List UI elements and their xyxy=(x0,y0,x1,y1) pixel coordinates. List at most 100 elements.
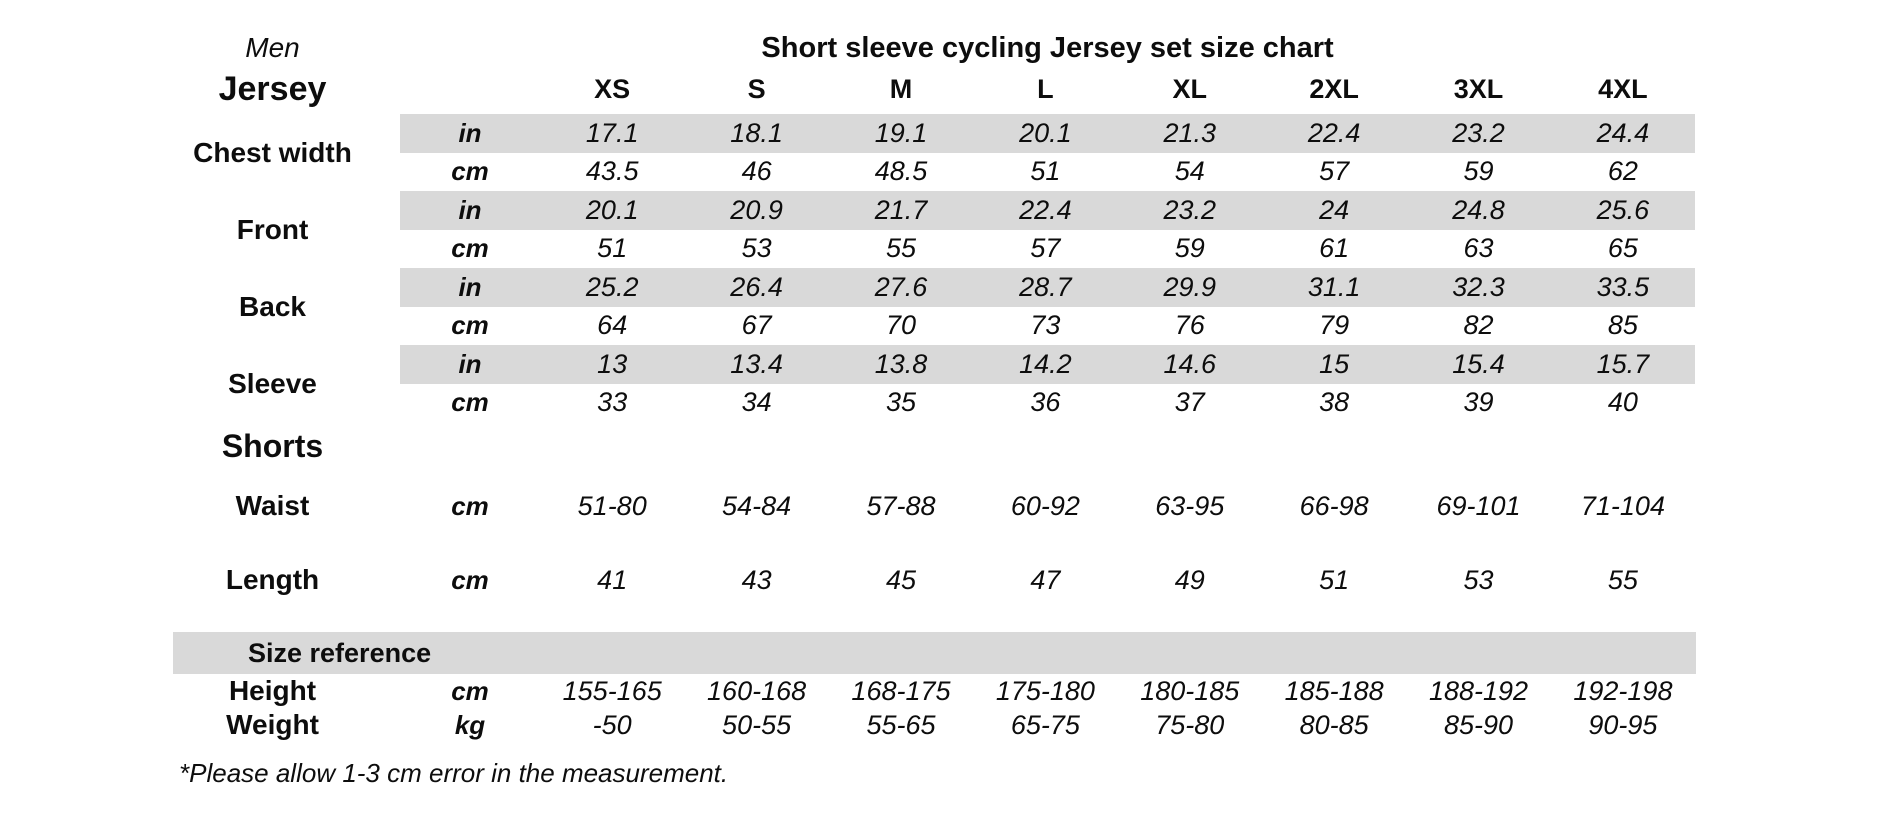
unit-cell: cm xyxy=(451,156,489,187)
value-cell: 40 xyxy=(1607,387,1638,418)
gender-label: Men xyxy=(245,32,300,63)
size-reference-band: Size reference xyxy=(173,632,1696,674)
value-cell: 15.4 xyxy=(1406,345,1551,384)
size-header-3xl: 3XL xyxy=(1453,73,1504,104)
value-cell: 180-185 xyxy=(1140,675,1240,706)
value-cell: 46 xyxy=(741,156,772,187)
value-cell: 160-168 xyxy=(707,675,807,706)
value-cell: 45 xyxy=(885,564,916,595)
value-cell: 17.1 xyxy=(540,114,685,153)
value-cell: 54 xyxy=(1174,156,1205,187)
value-cell: 32.3 xyxy=(1406,268,1551,307)
size-header-m: M xyxy=(889,73,913,104)
value-cell: 18.1 xyxy=(684,114,829,153)
value-cell: 26.4 xyxy=(684,268,829,307)
value-cell: 59 xyxy=(1174,233,1205,264)
value-cell: 79 xyxy=(1319,310,1350,341)
size-header-4xl: 4XL xyxy=(1598,73,1648,104)
value-cell: 15.7 xyxy=(1550,345,1696,384)
unit-cell: in xyxy=(400,114,540,153)
row-label: Height xyxy=(228,675,317,706)
value-cell: 21.7 xyxy=(828,191,974,230)
value-cell: 90-95 xyxy=(1588,709,1658,740)
empty-unit-header xyxy=(400,66,540,112)
value-cell: 37 xyxy=(1174,387,1205,418)
value-cell: 55-65 xyxy=(866,709,936,740)
value-cell: 85-90 xyxy=(1444,709,1514,740)
value-cell: 57 xyxy=(1319,156,1350,187)
value-cell: 27.6 xyxy=(828,268,974,307)
value-cell: 22.4 xyxy=(1261,114,1407,153)
row-label: Waist xyxy=(235,490,310,521)
row-label: Chest width xyxy=(193,136,352,168)
value-cell: 41 xyxy=(597,564,628,595)
value-cell: 82 xyxy=(1463,310,1494,341)
value-cell: 51 xyxy=(1030,156,1061,187)
value-cell: 59 xyxy=(1463,156,1494,187)
value-cell: 51-80 xyxy=(577,490,647,521)
value-cell: 21.3 xyxy=(1117,114,1262,153)
shorts-row-length: Length cm 41 43 45 47 49 51 53 55 xyxy=(145,542,1696,618)
measurement-group-front: Front in 20.1 20.9 21.7 22.4 23.2 24 24.… xyxy=(145,191,1696,268)
value-cell: 55 xyxy=(885,233,916,264)
value-cell: 24.8 xyxy=(1406,191,1551,230)
value-cell: 76 xyxy=(1174,310,1205,341)
value-cell: 49 xyxy=(1174,564,1205,595)
value-cell: 70 xyxy=(885,310,916,341)
reference-row-weight: Weight kg -50 50-55 55-65 65-75 75-80 80… xyxy=(145,708,1696,742)
value-cell: 35 xyxy=(885,387,916,418)
value-cell: 13.8 xyxy=(828,345,974,384)
unit-cell: cm xyxy=(451,310,489,341)
value-cell: 14.6 xyxy=(1117,345,1262,384)
unit-cell: in xyxy=(400,268,540,307)
value-cell: 192-198 xyxy=(1573,675,1673,706)
value-cell: 19.1 xyxy=(828,114,974,153)
value-cell: 53 xyxy=(741,233,772,264)
measurement-footnote: *Please allow 1-3 cm error in the measur… xyxy=(179,757,729,788)
value-cell: 65 xyxy=(1607,233,1638,264)
value-cell: 48.5 xyxy=(874,156,928,187)
size-header-xl: XL xyxy=(1172,73,1208,104)
value-cell: 55 xyxy=(1607,564,1638,595)
value-cell: 29.9 xyxy=(1117,268,1262,307)
value-cell: 43.5 xyxy=(585,156,639,187)
unit-cell: cm xyxy=(451,675,489,706)
row-label: Sleeve xyxy=(228,367,317,399)
unit-cell: cm xyxy=(451,564,489,595)
value-cell: 20.1 xyxy=(973,114,1118,153)
size-reference-heading: Size reference xyxy=(248,637,432,668)
value-cell: -50 xyxy=(592,709,632,740)
value-cell: 54-84 xyxy=(722,490,792,521)
value-cell: 57 xyxy=(1030,233,1061,264)
value-cell: 24 xyxy=(1261,191,1407,230)
value-cell: 20.9 xyxy=(684,191,829,230)
value-cell: 47 xyxy=(1030,564,1061,595)
measurement-group-back: Back in 25.2 26.4 27.6 28.7 29.9 31.1 32… xyxy=(145,268,1696,345)
unit-cell: kg xyxy=(454,709,486,740)
value-cell: 66-98 xyxy=(1299,490,1369,521)
value-cell: 73 xyxy=(1030,310,1061,341)
unit-cell: in xyxy=(400,345,540,384)
value-cell: 34 xyxy=(741,387,772,418)
value-cell: 33.5 xyxy=(1550,268,1696,307)
measurement-group-sleeve: Sleeve in 13 13.4 13.8 14.2 14.6 15 15.4… xyxy=(145,345,1696,422)
unit-cell: in xyxy=(400,191,540,230)
unit-cell: cm xyxy=(451,490,489,521)
value-cell: 13 xyxy=(540,345,685,384)
row-label: Length xyxy=(225,564,320,595)
size-chart-table: Men Short sleeve cycling Jersey set size… xyxy=(145,30,1696,788)
value-cell: 57-88 xyxy=(866,490,936,521)
value-cell: 25.6 xyxy=(1550,191,1696,230)
value-cell: 25.2 xyxy=(540,268,685,307)
value-cell: 14.2 xyxy=(973,345,1118,384)
value-cell: 71-104 xyxy=(1580,490,1665,521)
size-header-l: L xyxy=(1037,73,1054,104)
value-cell: 64 xyxy=(597,310,628,341)
value-cell: 53 xyxy=(1463,564,1494,595)
row-label: Front xyxy=(236,213,309,245)
value-cell: 15 xyxy=(1261,345,1407,384)
value-cell: 175-180 xyxy=(995,675,1095,706)
value-cell: 61 xyxy=(1319,233,1350,264)
value-cell: 43 xyxy=(741,564,772,595)
